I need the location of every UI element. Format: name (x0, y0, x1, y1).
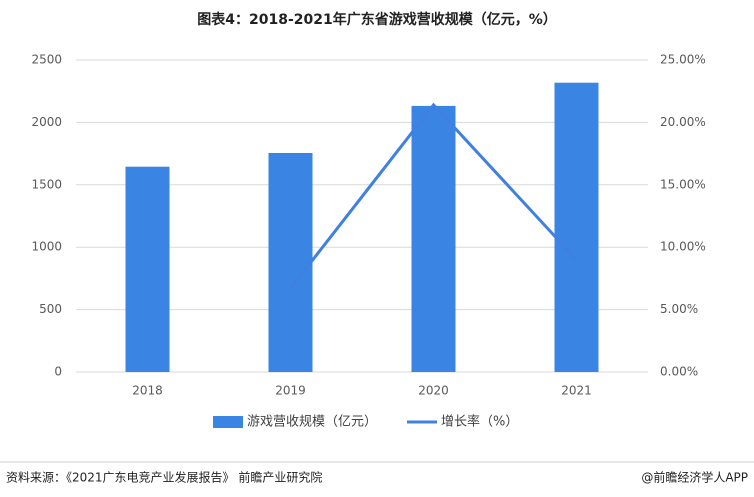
y2-tick-label: 20.00% (660, 115, 706, 129)
x-tick-label: 2019 (275, 384, 306, 398)
y2-tick-label: 15.00% (660, 177, 706, 191)
y2-tick-label: 10.00% (660, 240, 706, 254)
y2-tick-label: 25.00% (660, 53, 706, 67)
source: 资料来源：《2021广东电竞产业发展报告》 前瞻产业研究院 (6, 470, 322, 485)
legend-label: 增长率（%） (441, 414, 518, 430)
bar (554, 82, 599, 373)
y2-tick-label: 0.00% (660, 365, 698, 379)
line (289, 102, 578, 290)
chart-title: 图表4：2018-2021年广东省游戏营收规模（亿元，%） (197, 11, 557, 28)
x-tick-label: 2018 (132, 384, 163, 398)
legend-swatch (213, 416, 243, 428)
y-tick-label: 1000 (31, 240, 62, 254)
bar (411, 105, 456, 373)
y-tick-label: 500 (39, 302, 62, 316)
x-tick-label: 2021 (561, 384, 592, 398)
y-tick-label: 2500 (31, 53, 62, 67)
x-tick-label: 2020 (418, 384, 449, 398)
y-tick-label: 0 (54, 365, 62, 379)
credit: @前瞻经济学人APP (641, 470, 748, 485)
bar (125, 166, 170, 372)
bar (268, 152, 313, 372)
y-tick-label: 1500 (31, 177, 62, 191)
legend-label: 游戏营收规模（亿元） (247, 415, 377, 430)
y2-tick-label: 5.00% (660, 302, 698, 316)
y-tick-label: 2000 (31, 115, 62, 129)
